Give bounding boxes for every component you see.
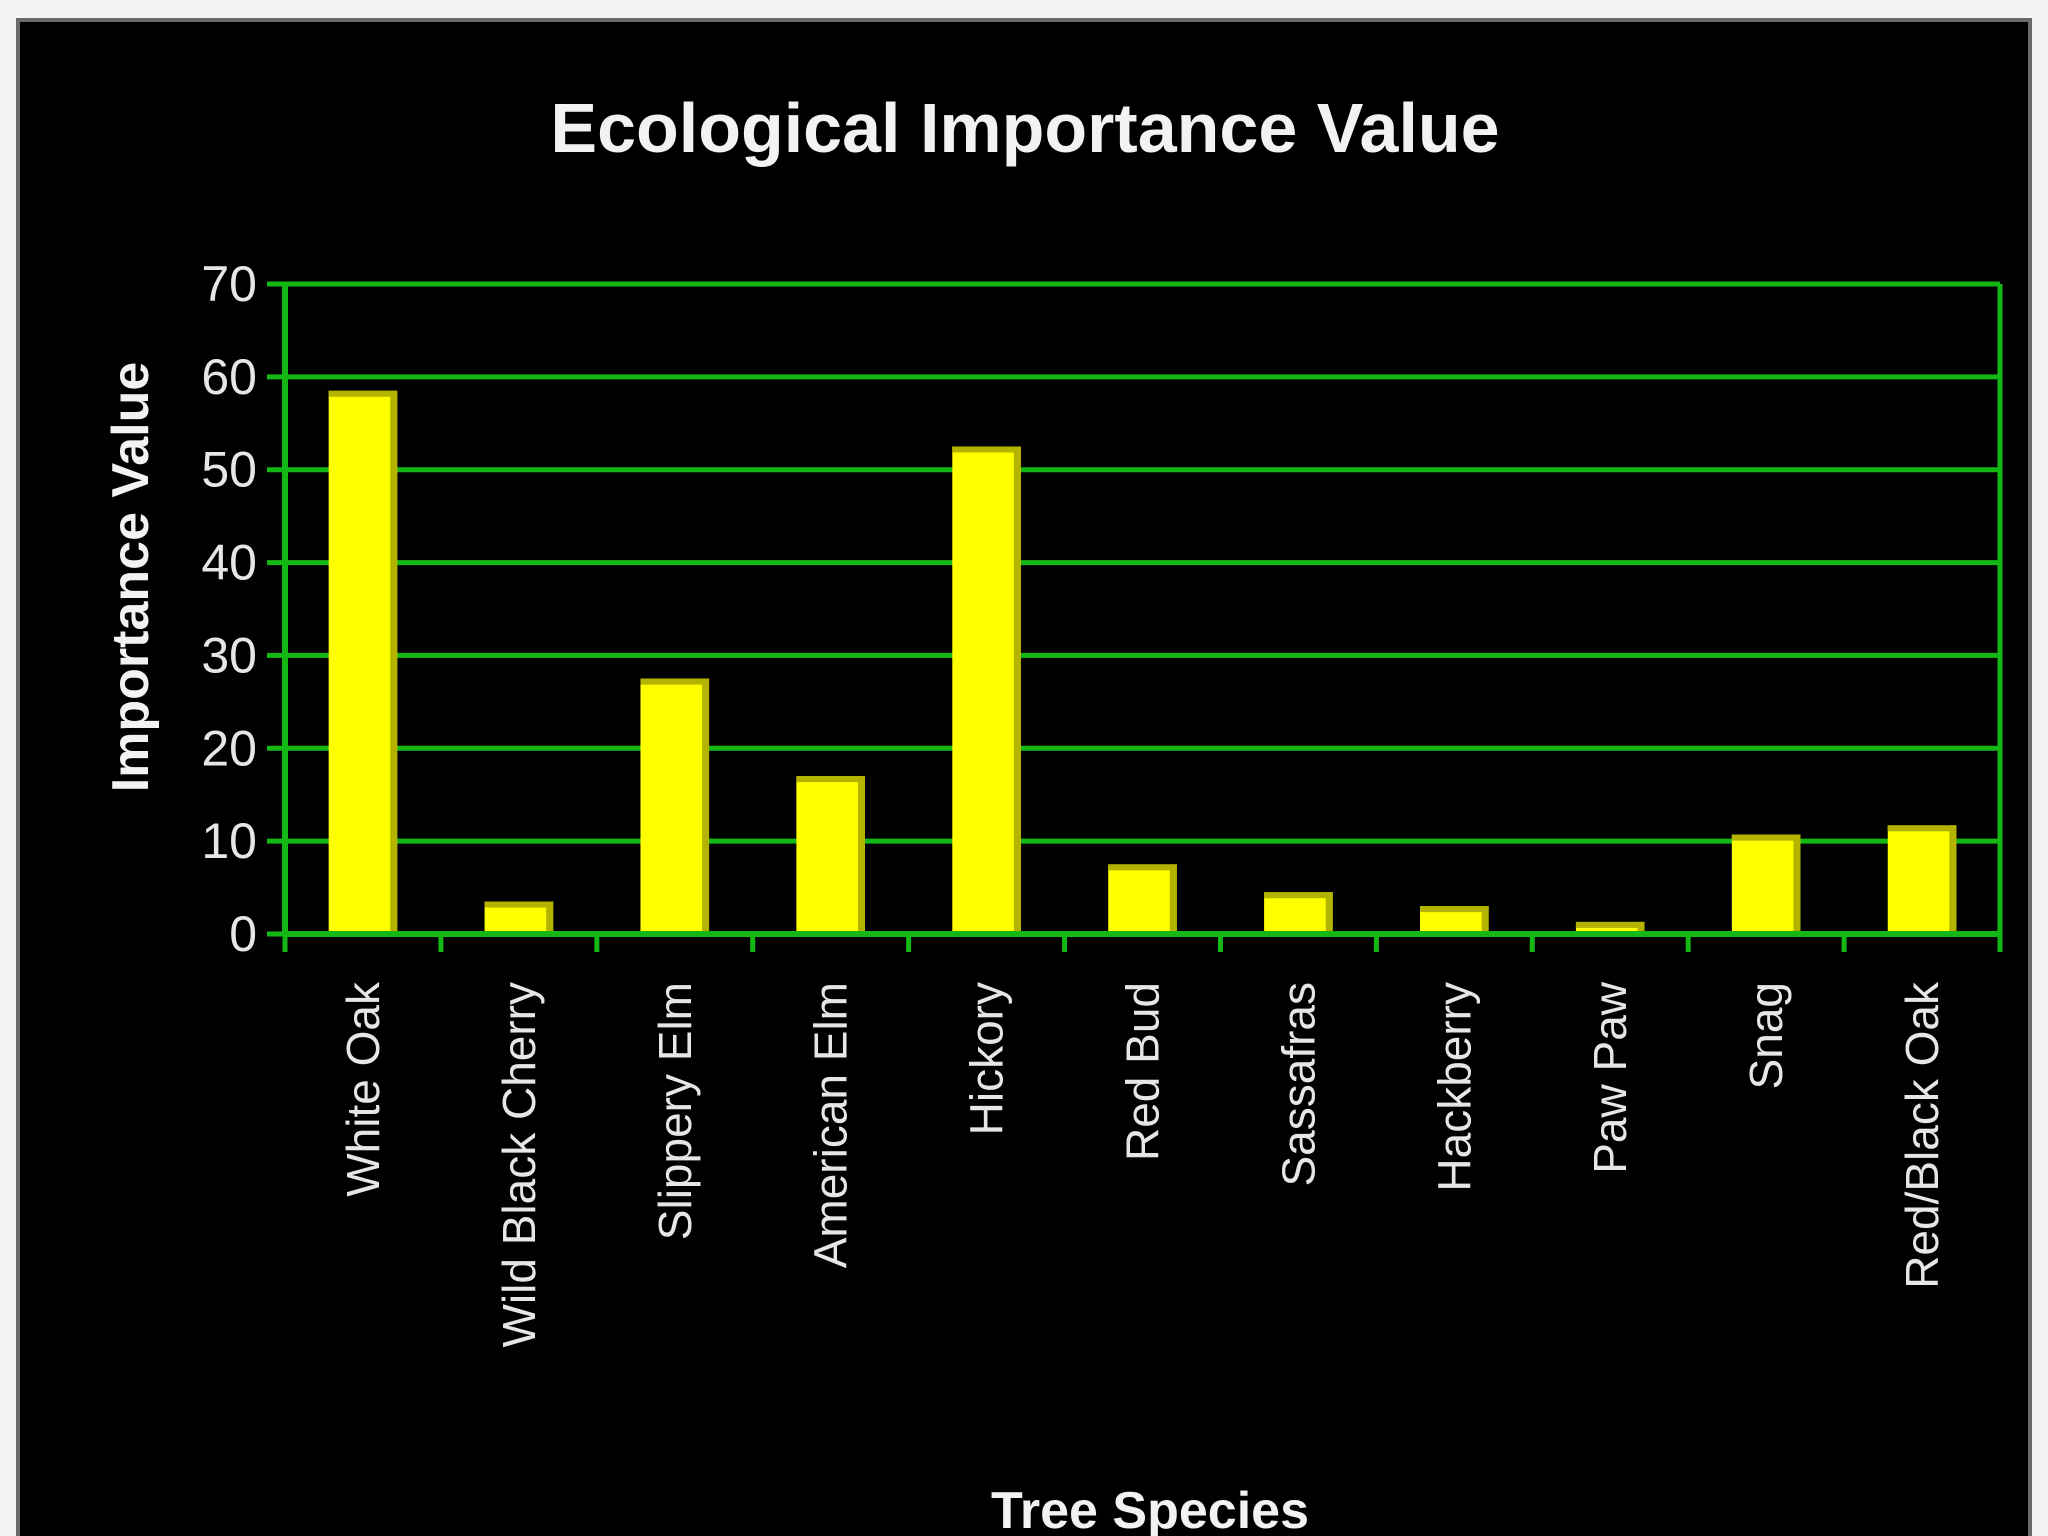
bar-shade-top xyxy=(1420,906,1489,913)
bar-shade-top xyxy=(796,776,865,783)
y-axis-label: Importance Value xyxy=(102,362,160,793)
chart-frame: 0 10 20 30 40 50 60 70 White Oak Wild Black Cher… xyxy=(16,18,2032,1536)
axes xyxy=(267,281,2003,952)
bar-red-black-oak xyxy=(1887,825,1957,934)
bar-shade-top xyxy=(1264,892,1333,899)
bar-shade-top xyxy=(952,446,1021,453)
gridlines xyxy=(285,281,2003,934)
bar-shade-side xyxy=(857,776,865,934)
bar-american-elm xyxy=(796,776,865,934)
x-tick-label-hickory: Hickory xyxy=(961,982,1013,1135)
y-tick-label-60: 60 xyxy=(201,349,257,405)
x-axis-label: Tree Species xyxy=(991,1482,1309,1536)
bar-white-oak xyxy=(328,390,398,934)
bar-shade-side xyxy=(1169,864,1177,934)
chart-title: Ecological Importance Value xyxy=(550,89,1499,167)
y-tick-label-40: 40 xyxy=(201,535,257,591)
x-tick-label-red-bud: Red Bud xyxy=(1117,982,1169,1161)
bar-shade-top xyxy=(1731,834,1801,841)
bar-shade-side xyxy=(1481,906,1489,934)
y-tick-label-50: 50 xyxy=(201,442,257,498)
x-tick-label-red-black-oak: Red/Black Oak xyxy=(1896,981,1948,1289)
tick-labels: 0 10 20 30 40 50 60 70 xyxy=(201,256,257,962)
bar-shade-side xyxy=(1013,446,1021,934)
bar-shade-side xyxy=(1637,921,1645,934)
bar-shade-top xyxy=(1575,921,1645,928)
x-tick-label-american-elm: American Elm xyxy=(805,982,857,1268)
y-tick-label-30: 30 xyxy=(201,627,257,683)
y-tick-label-0: 0 xyxy=(229,906,257,962)
y-tick-label-10: 10 xyxy=(201,813,257,869)
bar-red-bud xyxy=(1108,864,1177,934)
x-tick-label-slippery-elm: Slippery Elm xyxy=(649,982,701,1240)
x-tick-label-wild-black-cherry: Wild Black Cherry xyxy=(493,982,545,1348)
x-tick-label-sassafras: Sassafras xyxy=(1272,982,1324,1187)
bar-shade-side xyxy=(390,390,398,934)
x-tick-label-hackberry: Hackberry xyxy=(1428,982,1480,1192)
bar-snag xyxy=(1731,834,1801,934)
y-tick-label-70: 70 xyxy=(201,256,257,312)
bar-chart: 0 10 20 30 40 50 60 70 White Oak Wild Black Cher… xyxy=(102,89,2003,1536)
bar-shade-side xyxy=(1793,834,1801,934)
bar-shade-top xyxy=(1108,864,1177,871)
bar-hickory xyxy=(952,446,1021,934)
category-labels: White Oak Wild Black Cherry Slippery Elm Am… xyxy=(337,981,1948,1348)
x-tick-label-paw-paw: Paw Paw xyxy=(1584,981,1636,1174)
bar-shade-side xyxy=(702,678,710,934)
bar-shade-side xyxy=(1949,825,1957,934)
bar-shade-top xyxy=(640,678,710,685)
bar-shade-side xyxy=(546,901,554,934)
x-tick-label-snag: Snag xyxy=(1740,982,1792,1089)
x-tick-label-white-oak: White Oak xyxy=(337,981,389,1197)
y-tick-label-20: 20 xyxy=(201,720,257,776)
bar-shade-side xyxy=(1325,892,1333,934)
bar-sassafras xyxy=(1264,892,1333,934)
bar-shade-top xyxy=(1887,825,1957,832)
bar-shade-top xyxy=(328,390,398,397)
bars xyxy=(328,390,1957,934)
bar-shade-top xyxy=(484,901,554,908)
bar-slippery-elm xyxy=(640,678,710,934)
